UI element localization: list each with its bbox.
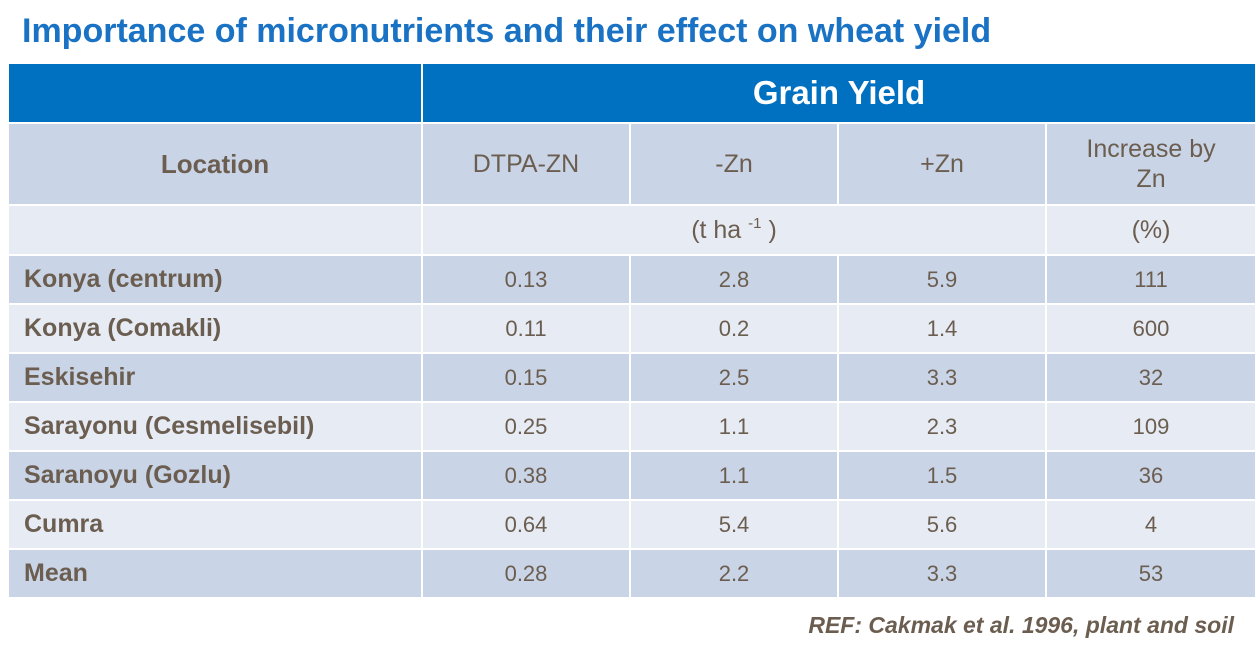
cell-minus-zn: 1.1	[629, 450, 839, 501]
yield-table: Grain Yield Location DTPA-ZN -Zn +Zn Inc…	[7, 62, 1256, 599]
table-row: Konya (centrum) 0.13 2.8 5.9 111	[7, 254, 1256, 305]
cell-dtpa: 0.13	[421, 254, 631, 305]
cell-location: Mean	[7, 548, 423, 599]
cell-minus-zn: 2.2	[629, 548, 839, 599]
cell-plus-zn: 5.6	[837, 499, 1047, 550]
cell-increase: 36	[1044, 450, 1256, 501]
cell-minus-zn: 0.2	[629, 303, 839, 354]
cell-dtpa: 0.15	[421, 352, 631, 403]
column-header-increase: Increase by Zn	[1044, 122, 1256, 206]
table-unit-row: (t ha -1 ) (%)	[7, 204, 1256, 256]
cell-location: Sarayonu (Cesmelisebil)	[7, 401, 423, 452]
reference-citation: REF: Cakmak et al. 1996, plant and soil	[808, 612, 1234, 638]
table-column-header-row: Location DTPA-ZN -Zn +Zn Increase by Zn	[7, 122, 1256, 206]
yield-unit-superscript: -1	[748, 215, 762, 232]
cell-increase: 111	[1044, 254, 1256, 305]
yield-unit-label: (t ha -1 )	[421, 204, 1047, 256]
table-row: Saranoyu (Gozlu) 0.38 1.1 1.5 36	[7, 450, 1256, 501]
cell-plus-zn: 2.3	[837, 401, 1047, 452]
column-header-location: Location	[7, 122, 423, 206]
column-header-minus-zn: -Zn	[629, 122, 839, 206]
table-row: Sarayonu (Cesmelisebil) 0.25 1.1 2.3 109	[7, 401, 1256, 452]
cell-minus-zn: 5.4	[629, 499, 839, 550]
cell-minus-zn: 2.8	[629, 254, 839, 305]
cell-plus-zn: 1.5	[837, 450, 1047, 501]
cell-location: Konya (centrum)	[7, 254, 423, 305]
table-group-header-row: Grain Yield	[7, 62, 1256, 124]
unit-spacer	[7, 204, 423, 256]
cell-location: Eskisehir	[7, 352, 423, 403]
cell-location: Cumra	[7, 499, 423, 550]
cell-location: Konya (Comakli)	[7, 303, 423, 354]
cell-dtpa: 0.64	[421, 499, 631, 550]
cell-increase: 53	[1044, 548, 1256, 599]
cell-plus-zn: 3.3	[837, 352, 1047, 403]
cell-minus-zn: 2.5	[629, 352, 839, 403]
grain-yield-header: Grain Yield	[420, 62, 1256, 124]
yield-unit-prefix: (t ha	[691, 216, 749, 244]
cell-increase: 109	[1044, 401, 1256, 452]
table-row: Eskisehir 0.15 2.5 3.3 32	[7, 352, 1256, 403]
cell-dtpa: 0.11	[421, 303, 631, 354]
increase-unit-label: (%)	[1044, 204, 1256, 256]
cell-plus-zn: 5.9	[837, 254, 1047, 305]
cell-plus-zn: 1.4	[837, 303, 1047, 354]
cell-dtpa: 0.25	[421, 401, 631, 452]
yield-unit-suffix: )	[761, 216, 777, 244]
table-row: Cumra 0.64 5.4 5.6 4	[7, 499, 1256, 550]
cell-increase: 4	[1044, 499, 1256, 550]
table-row: Mean 0.28 2.2 3.3 53	[7, 548, 1256, 599]
cell-increase: 32	[1044, 352, 1256, 403]
cell-dtpa: 0.38	[421, 450, 631, 501]
cell-dtpa: 0.28	[421, 548, 631, 599]
slide-title: Importance of micronutrients and their e…	[22, 12, 992, 50]
cell-plus-zn: 3.3	[837, 548, 1047, 599]
cell-increase: 600	[1044, 303, 1256, 354]
cell-minus-zn: 1.1	[629, 401, 839, 452]
table-row: Konya (Comakli) 0.11 0.2 1.4 600	[7, 303, 1256, 354]
cell-location: Saranoyu (Gozlu)	[7, 450, 423, 501]
column-header-dtpa: DTPA-ZN	[421, 122, 631, 206]
column-header-plus-zn: +Zn	[837, 122, 1047, 206]
group-header-spacer	[7, 62, 423, 124]
